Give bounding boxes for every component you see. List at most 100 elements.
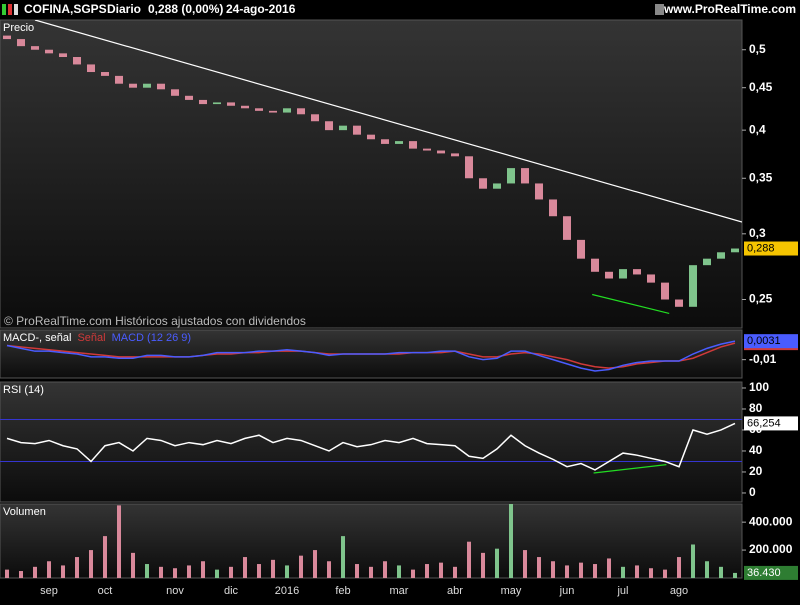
candle: [507, 168, 515, 184]
candle: [451, 153, 459, 157]
panel-background: [0, 381, 743, 503]
candle: [633, 269, 641, 275]
last-value-box: [744, 416, 798, 431]
candle: [717, 252, 725, 259]
candle: [353, 125, 361, 135]
x-tick-label: nov: [166, 585, 184, 597]
note: © ProRealTime.com Históricos ajustados c…: [4, 314, 306, 328]
candle: [479, 178, 487, 189]
volume-bar: [341, 536, 345, 578]
candle: [731, 248, 739, 253]
x-tick-label: may: [501, 585, 522, 597]
legend-entry: Señal: [77, 332, 105, 344]
volume-bar: [439, 562, 443, 578]
trend-line: [592, 293, 670, 315]
candle: [549, 199, 557, 217]
date: 24-ago-2016: [226, 2, 296, 16]
candle: [45, 49, 53, 54]
volume-bar: [733, 572, 737, 578]
volume-bar: [579, 562, 583, 578]
volume-bar: [551, 561, 555, 578]
panel-title: MACD-, señal: [3, 332, 71, 344]
volume-bar: [691, 544, 695, 578]
x-tick-label: abr: [447, 585, 463, 597]
candle: [17, 39, 25, 47]
x-tick-label: feb: [335, 585, 350, 597]
quote: 0,288 (0,00%): [148, 2, 223, 16]
candle: [87, 64, 95, 73]
candle: [339, 125, 347, 131]
panel-title: Precio: [3, 22, 34, 34]
candle: [269, 110, 277, 113]
candle: [535, 183, 543, 200]
x-tick-label: 2016: [275, 585, 299, 597]
volume-bar: [159, 566, 163, 578]
y-tick-label: 400.000: [749, 514, 793, 528]
candle: [563, 216, 571, 240]
last-value-label: 36.430: [747, 567, 781, 579]
x-tick-label: jun: [559, 585, 575, 597]
volume-bar: [635, 565, 639, 578]
plot-area: [3, 20, 742, 315]
candle: [73, 57, 81, 65]
volume-bar: [75, 557, 79, 578]
y-tick-label: 100: [749, 380, 769, 394]
volume-bar: [313, 550, 317, 578]
volume-bar: [33, 566, 37, 578]
volume-bar: [537, 557, 541, 578]
candle: [3, 35, 11, 40]
candle: [115, 75, 123, 84]
candle: [227, 102, 235, 106]
volume-bar: [299, 555, 303, 578]
last-value-box: [744, 241, 798, 256]
volume-bar: [271, 559, 275, 578]
x-tick-label: mar: [390, 585, 409, 597]
volume-bar: [229, 566, 233, 578]
x-tick-label: jul: [616, 585, 628, 597]
candle: [577, 239, 585, 259]
y-tick-label: 0,25: [749, 292, 773, 306]
volume-bar: [495, 548, 499, 578]
volume-bar: [719, 566, 723, 578]
candle: [367, 134, 375, 140]
y-tick-label: 0: [749, 485, 756, 499]
series-line: [6, 422, 736, 471]
header-bar: [0, 0, 800, 20]
volume-bar: [677, 557, 681, 578]
legend-entry: MACD (12 26 9): [112, 332, 191, 344]
candle: [297, 108, 305, 115]
volume-bar: [411, 569, 415, 578]
candle: [129, 83, 137, 88]
y-tick-label: -0,01: [749, 352, 777, 366]
volume-bar: [89, 550, 93, 578]
plot-area: [5, 504, 737, 578]
volume-bar: [257, 564, 261, 578]
icon: [14, 4, 18, 15]
candle: [325, 121, 333, 131]
volume-bar: [285, 565, 289, 578]
last-value-label: 0,0031: [747, 335, 781, 347]
volume-bar: [19, 571, 23, 578]
volume-bar: [173, 568, 177, 578]
y-tick-label: 0,3: [749, 226, 766, 240]
candle: [101, 72, 109, 76]
site: www.ProRealTime.com: [663, 2, 796, 16]
volume-bar: [467, 541, 471, 578]
volume-bar: [131, 552, 135, 578]
candle: [143, 83, 151, 88]
icon: [655, 4, 664, 15]
candle: [283, 108, 291, 113]
candle: [395, 141, 403, 144]
volume-bar: [47, 561, 51, 578]
x-tick-label: dic: [224, 585, 239, 597]
icon: [2, 4, 6, 15]
candle: [605, 271, 613, 279]
volume-bar: [243, 557, 247, 578]
candle: [171, 89, 179, 96]
symbol: COFINA,SGPS: [24, 2, 107, 16]
volume-bar: [355, 564, 359, 578]
panel-background: [0, 503, 743, 579]
volume-bar: [481, 552, 485, 578]
candle: [31, 46, 39, 50]
